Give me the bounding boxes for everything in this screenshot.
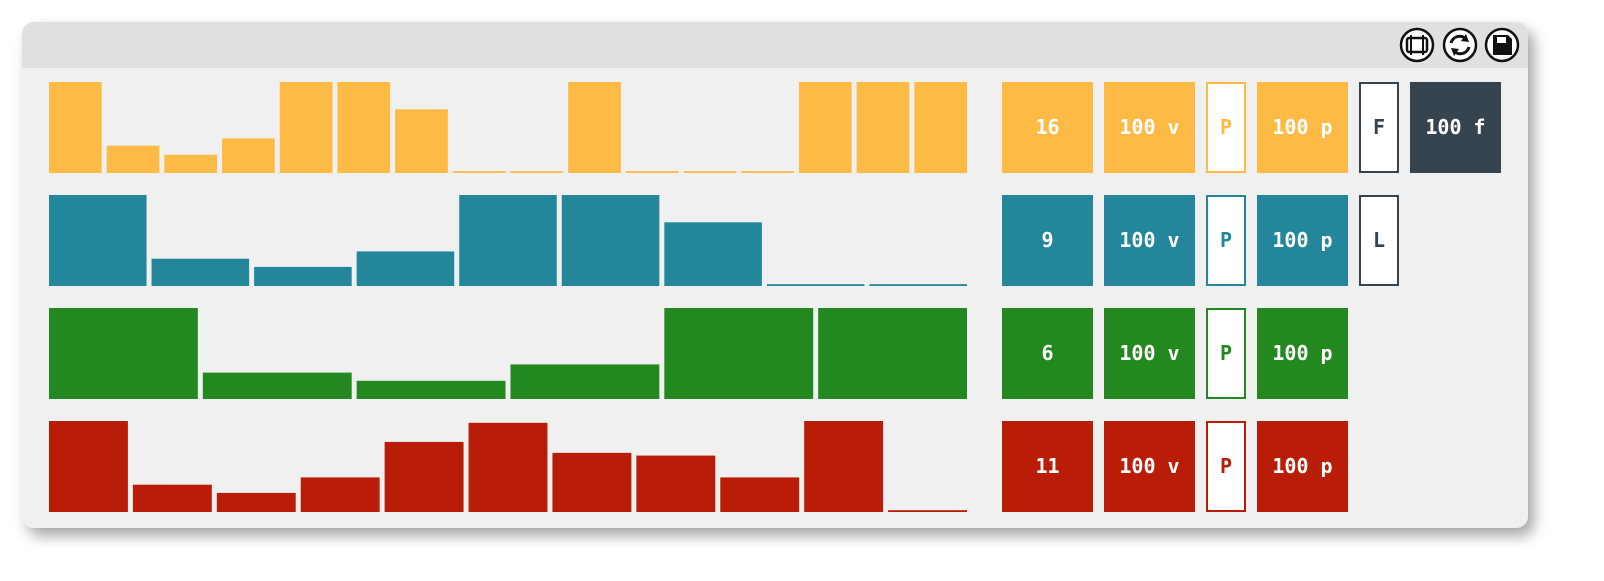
button-label: P <box>1220 454 1232 478</box>
button-label: 100 v <box>1119 115 1179 139</box>
button-label: P <box>1220 341 1232 365</box>
bar <box>869 284 967 286</box>
bar <box>568 82 621 173</box>
bar <box>132 484 212 512</box>
bar <box>510 171 564 173</box>
button-label: P <box>1220 228 1232 252</box>
bar <box>356 380 506 399</box>
count-box <box>1002 308 1093 399</box>
bar <box>561 195 660 286</box>
bar <box>49 82 102 173</box>
bar <box>49 308 198 399</box>
bar <box>300 477 380 512</box>
bar <box>741 171 794 173</box>
count-box <box>1002 421 1093 512</box>
bar <box>222 138 275 173</box>
refresh-button[interactable] <box>1442 27 1478 63</box>
toggle-button[interactable] <box>1206 82 1246 173</box>
button-label: 100 p <box>1272 454 1332 478</box>
bar <box>766 284 865 286</box>
toggle-button[interactable] <box>1206 308 1246 399</box>
value-button[interactable] <box>1104 195 1195 286</box>
bar <box>510 364 660 399</box>
count-box <box>1002 195 1093 286</box>
value-button[interactable] <box>1104 308 1195 399</box>
value-button[interactable] <box>1410 82 1501 173</box>
count-label: 6 <box>1041 341 1053 365</box>
bar <box>552 452 632 512</box>
bar <box>216 492 296 512</box>
bar <box>279 82 333 173</box>
toolbar <box>22 22 1528 68</box>
bar <box>664 222 762 286</box>
value-button[interactable] <box>1104 421 1195 512</box>
bar <box>384 441 464 512</box>
bar <box>856 82 910 173</box>
bar <box>337 82 391 173</box>
bar <box>356 251 455 286</box>
bar <box>664 308 814 399</box>
button-label: 100 p <box>1272 341 1332 365</box>
bar <box>202 372 352 399</box>
count-box <box>1002 82 1093 173</box>
bar <box>151 258 250 286</box>
button-label: 100 v <box>1119 228 1179 252</box>
toggle-button[interactable] <box>1359 82 1399 173</box>
bar <box>49 421 128 512</box>
bar <box>818 308 967 399</box>
value-button[interactable] <box>1257 421 1348 512</box>
bar <box>459 195 557 286</box>
count-label: 9 <box>1041 228 1053 252</box>
button-label: 100 p <box>1272 228 1332 252</box>
bar <box>625 171 679 173</box>
button-label: L <box>1373 228 1385 252</box>
button-label: 100 f <box>1425 115 1485 139</box>
bar <box>720 477 800 512</box>
toggle-button[interactable] <box>1206 195 1246 286</box>
bar <box>636 455 716 512</box>
bar <box>395 109 448 173</box>
bar <box>254 266 352 286</box>
value-button[interactable] <box>1257 195 1348 286</box>
count-label: 11 <box>1035 454 1059 478</box>
button-label: 100 p <box>1272 115 1332 139</box>
bar <box>914 82 967 173</box>
bar <box>798 82 852 173</box>
bar <box>888 510 967 512</box>
bar <box>468 422 548 512</box>
toggle-button[interactable] <box>1206 421 1246 512</box>
save-button[interactable] <box>1484 27 1520 63</box>
value-button[interactable] <box>1104 82 1195 173</box>
bar <box>106 145 160 173</box>
bar <box>164 154 218 173</box>
button-label: F <box>1373 115 1385 139</box>
snapshot-button[interactable] <box>1399 27 1435 63</box>
bar <box>452 171 506 173</box>
bar <box>804 421 884 512</box>
value-button[interactable] <box>1257 82 1348 173</box>
button-label: 100 v <box>1119 454 1179 478</box>
count-label: 16 <box>1035 115 1059 139</box>
button-label: P <box>1220 115 1232 139</box>
bar <box>683 171 737 173</box>
value-button[interactable] <box>1257 308 1348 399</box>
bar <box>49 195 147 286</box>
button-label: 100 v <box>1119 341 1179 365</box>
toggle-button[interactable] <box>1359 195 1399 286</box>
